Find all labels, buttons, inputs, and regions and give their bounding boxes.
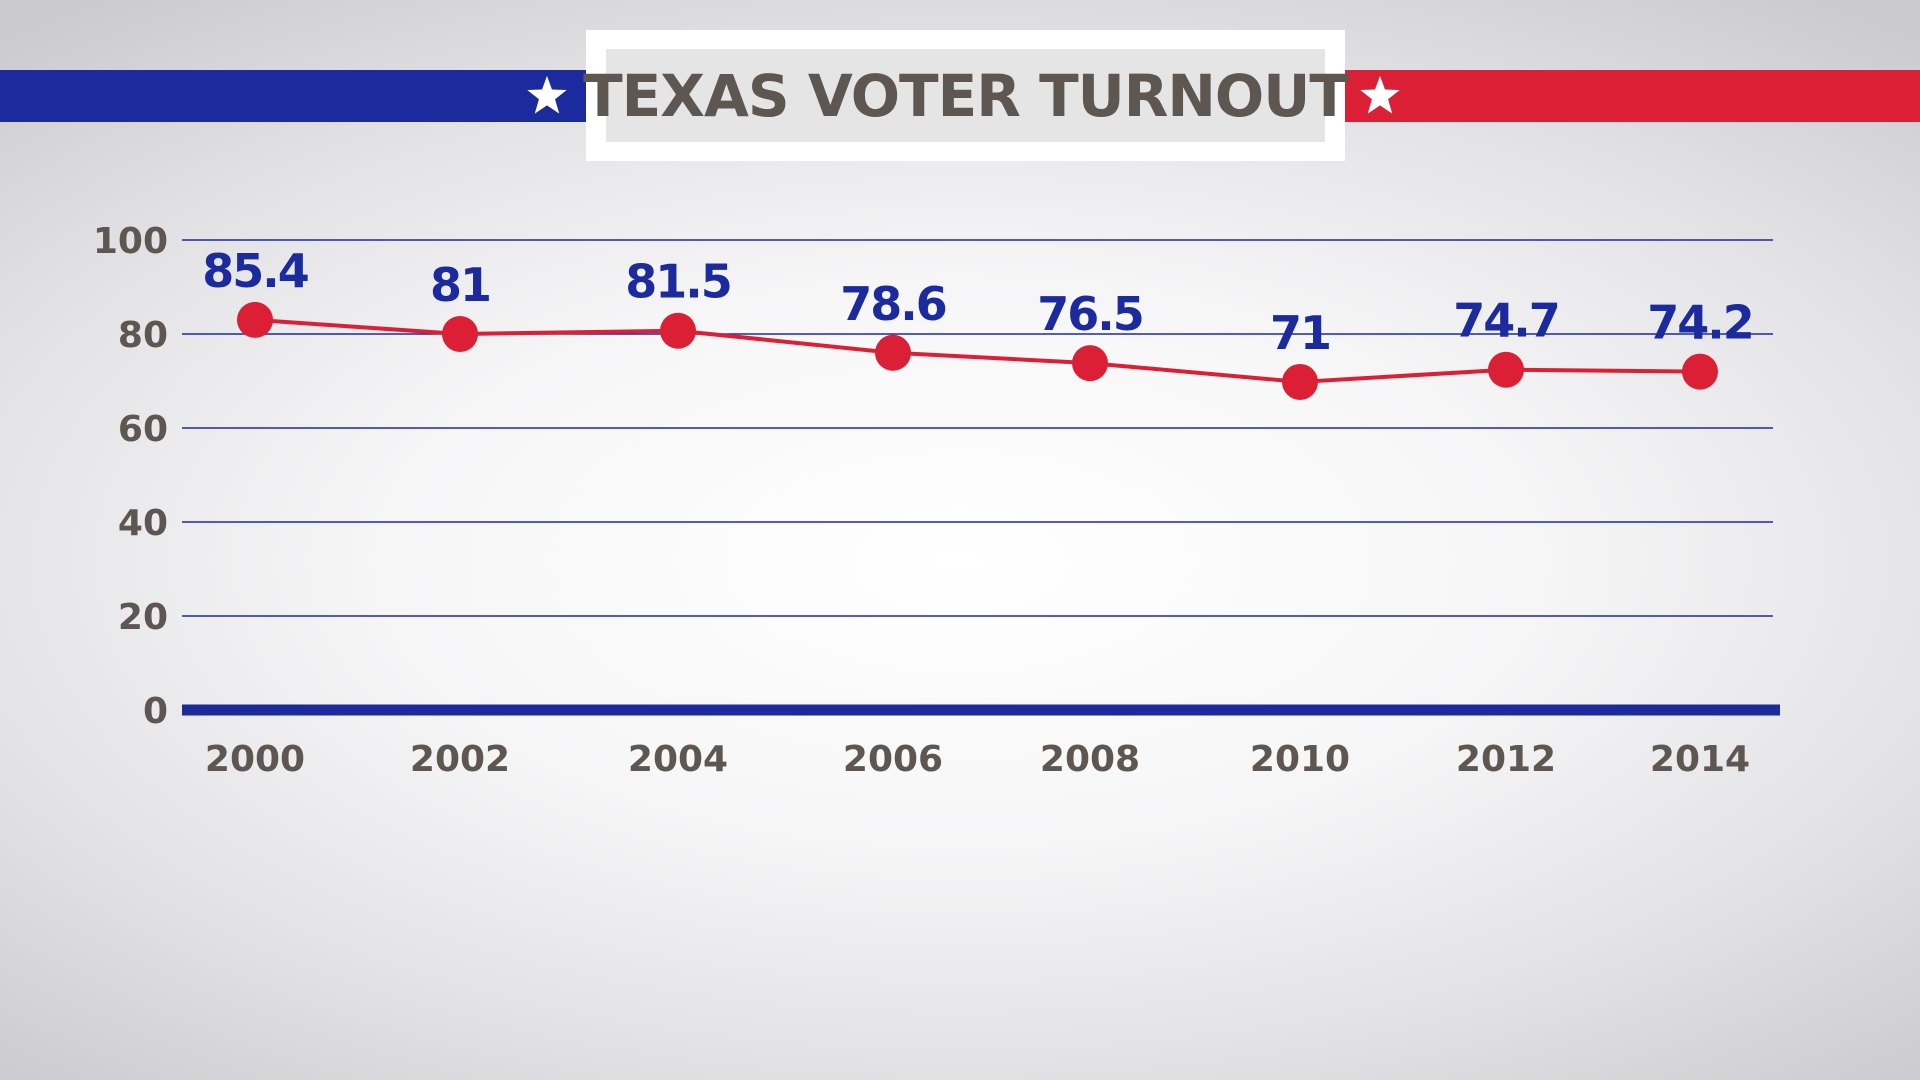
- x-tick-label: 2006: [843, 739, 943, 780]
- blue-banner: [0, 70, 588, 122]
- data-label: 71: [1270, 306, 1330, 360]
- data-point: [1072, 345, 1108, 382]
- data-point: [1488, 351, 1524, 388]
- title-panel: TEXAS VOTER TURNOUT: [583, 49, 1349, 142]
- x-tick-label: 2004: [628, 739, 728, 780]
- x-tick-label: 2008: [1040, 739, 1140, 780]
- data-label: 78.6: [840, 277, 946, 331]
- y-tick-label: 60: [118, 409, 168, 450]
- series-markers: [237, 301, 1718, 400]
- data-label: 85.4: [202, 244, 308, 298]
- series-line-layer: [254, 317, 1701, 384]
- x-tick-label: 2002: [410, 739, 510, 780]
- x-tick-label: 2010: [1250, 739, 1350, 780]
- star-icon: [1360, 75, 1400, 114]
- red-banner: [1343, 70, 1920, 122]
- title-box: TEXAS VOTER TURNOUT: [583, 30, 1349, 161]
- data-point: [1282, 363, 1318, 400]
- data-point: [1682, 353, 1718, 390]
- data-label: 81: [430, 258, 490, 312]
- x-axis-ticks: 2000 2002 2004 2006 2008 2010 2012 2014: [205, 739, 1750, 780]
- y-tick-label: 80: [118, 315, 168, 356]
- data-point: [660, 312, 696, 349]
- x-tick-label: 2000: [205, 739, 305, 780]
- data-point: [442, 316, 478, 352]
- star-icon: [527, 75, 567, 114]
- data-labels: 85.4 81 81.5 78.6 76.5 71 74.7 74.2: [202, 244, 1755, 360]
- data-label: 76.5: [1037, 287, 1143, 341]
- y-tick-label: 40: [118, 503, 168, 544]
- y-tick-label: 20: [118, 597, 168, 638]
- y-axis-ticks: 0 20 40 60 80 100: [93, 221, 168, 732]
- data-label: 74.2: [1647, 296, 1753, 350]
- x-tick-label: 2014: [1650, 739, 1750, 780]
- y-tick-label: 0: [143, 691, 168, 732]
- y-tick-label: 100: [93, 221, 168, 262]
- data-label: 81.5: [625, 255, 731, 309]
- x-tick-label: 2012: [1456, 739, 1556, 780]
- series-line: [254, 317, 1701, 384]
- data-label: 74.7: [1453, 294, 1559, 348]
- data-point: [237, 301, 273, 338]
- data-point: [875, 334, 911, 371]
- chart-title: TEXAS VOTER TURNOUT: [583, 61, 1349, 130]
